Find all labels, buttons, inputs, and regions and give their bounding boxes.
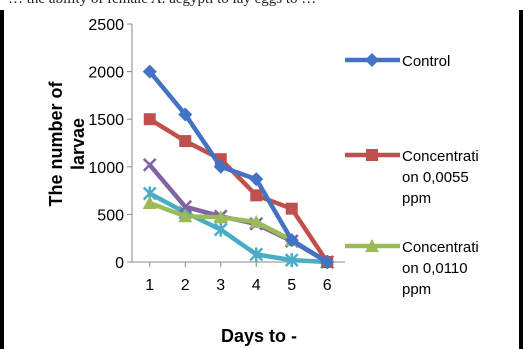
legend-label: ppm — [402, 190, 431, 207]
data-point — [285, 202, 298, 215]
legend-label: ppm — [402, 281, 431, 298]
data-point — [249, 247, 264, 262]
page-text-fragment: … the ability of female A. aegypti to la… — [0, 0, 523, 10]
series-line — [147, 69, 330, 265]
legend-swatch-marker — [366, 149, 378, 161]
y-axis-title-line: larvae — [68, 118, 88, 170]
y-tick-label: 2000 — [88, 65, 124, 82]
legend-label: Concentrati — [402, 148, 479, 165]
data-point — [249, 215, 264, 229]
data-point — [320, 255, 335, 269]
data-point — [178, 209, 193, 223]
data-point — [213, 159, 228, 174]
legend-label: on 0,0055 — [402, 169, 469, 186]
chart-series — [142, 64, 335, 269]
x-tick-label: 2 — [181, 277, 190, 294]
x-tick-label: 3 — [216, 277, 225, 294]
legend-label: Control — [402, 53, 450, 70]
series-line — [147, 200, 330, 265]
legend-item-1: Control — [345, 53, 450, 70]
data-point — [143, 113, 156, 126]
data-point-stroke — [142, 158, 157, 172]
chart-frame-right-border — [519, 10, 523, 349]
data-point — [213, 210, 228, 224]
legend-label: Concentrati — [402, 239, 479, 256]
data-point — [142, 64, 157, 79]
y-axis-title-line: The number of — [46, 80, 66, 206]
data-point — [178, 199, 193, 214]
x-tick-label: 5 — [287, 277, 296, 294]
legend-label: on 0,0110 — [402, 260, 468, 277]
chart-frame-left-border — [0, 10, 4, 349]
x-tick-label: 6 — [323, 277, 332, 294]
x-axis-title: Days to - — [221, 326, 297, 346]
data-point — [284, 253, 299, 268]
y-axis-title: The number of larvae — [46, 80, 88, 206]
data-point — [142, 158, 157, 172]
data-point — [142, 195, 157, 209]
y-tick-label: 0 — [115, 255, 124, 272]
data-point — [179, 135, 192, 148]
chart-axes: 0 500 1000 1500 2000 2500 1 2 3 4 5 6 — [88, 17, 345, 294]
legend-item-2: Concentrati on 0,0055 ppm — [345, 148, 479, 207]
series-1 — [142, 64, 335, 269]
y-tick-label: 1000 — [88, 160, 124, 177]
y-tick-label: 500 — [97, 207, 124, 224]
legend-swatch-marker — [365, 53, 379, 67]
x-tick-label: 4 — [252, 277, 261, 294]
legend-item-3: Concentrati on 0,0110 ppm — [345, 239, 479, 298]
data-point — [250, 189, 263, 202]
series-line — [147, 191, 330, 265]
data-point — [213, 222, 228, 237]
y-tick-label: 1500 — [88, 112, 124, 129]
data-point — [284, 233, 299, 248]
page-text-fragment-line: … the ability of female A. aegypti to la… — [8, 0, 316, 8]
x-tick-label: 1 — [145, 277, 154, 294]
data-point — [249, 172, 264, 187]
data-point-stroke — [178, 199, 193, 214]
legend-swatch-marker — [365, 239, 379, 252]
data-point — [178, 107, 193, 122]
y-tick-label: 2500 — [88, 17, 124, 34]
